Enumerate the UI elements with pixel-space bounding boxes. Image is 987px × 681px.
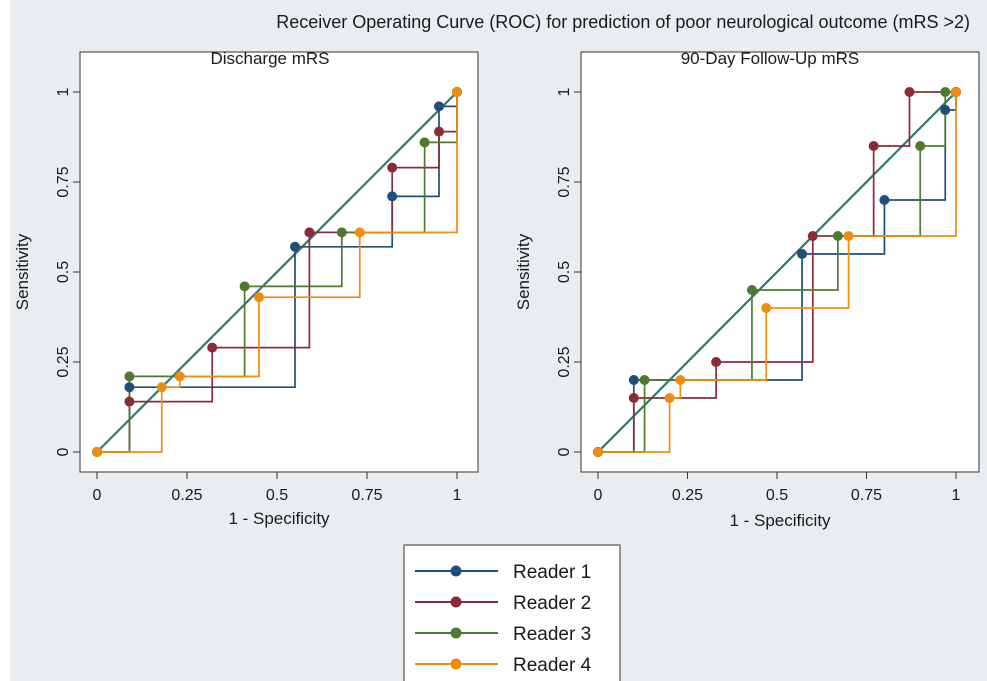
data-point-reader-2 [434, 126, 444, 137]
x-tick-label: 1 [952, 487, 961, 504]
data-point-reader-3 [940, 87, 951, 97]
y-tick-label: 0.75 [55, 166, 72, 197]
panel-1: Discharge mRS 0 0.25 0.5 0.75 1 0 0.25 0.5 0.75 1 1… [13, 49, 479, 528]
series-line-reader-4 [97, 92, 458, 453]
data-point-reader-3 [639, 375, 650, 385]
legend-label: Reader 3 [513, 624, 591, 645]
data-point-reader-4 [951, 87, 961, 97]
data-point-reader-4 [354, 227, 365, 238]
data-point-reader-1 [290, 241, 300, 252]
data-point-reader-2 [207, 342, 218, 353]
y-tick-label: 1 [556, 87, 573, 96]
legend-label: Reader 2 [513, 593, 591, 614]
x-tick-label: 0.75 [851, 487, 882, 504]
data-point-reader-4 [664, 393, 675, 403]
data-point-reader-3 [419, 137, 430, 148]
legend-marker [450, 627, 462, 639]
data-point-reader-4 [593, 447, 603, 457]
data-point-reader-3 [832, 231, 843, 241]
data-point-reader-4 [761, 303, 772, 313]
x-axis-title: 1 - Specificity [228, 509, 330, 528]
data-point-reader-2 [387, 162, 398, 173]
data-point-reader-3 [336, 227, 347, 238]
legend-marker [450, 596, 462, 608]
y-axis-title: Sensitivity [514, 233, 533, 310]
data-point-reader-3 [124, 371, 135, 382]
panel-title: 90-Day Follow-Up mRS [681, 49, 860, 68]
data-point-reader-1 [434, 101, 444, 112]
data-point-reader-1 [628, 375, 639, 385]
y-tick-label: 0 [55, 447, 72, 456]
data-point-reader-4 [452, 87, 462, 97]
chart-panels: Discharge mRS 0 0.25 0.5 0.75 1 0 0.25 0.5 0.75 1 1… [13, 49, 980, 530]
x-tick-label: 1 [453, 487, 462, 504]
x-tick-label: 0.5 [266, 487, 288, 504]
data-point-reader-3 [746, 285, 757, 295]
data-point-reader-4 [156, 382, 167, 393]
legend-label: Reader 4 [513, 655, 592, 676]
x-tick-label: 0.5 [766, 487, 788, 504]
data-point-reader-2 [711, 357, 722, 367]
data-point-reader-1 [124, 382, 135, 393]
data-point-reader-2 [807, 231, 818, 241]
data-point-reader-4 [174, 371, 185, 382]
data-point-reader-4 [675, 375, 686, 385]
x-tick-label: 0.25 [171, 487, 202, 504]
data-point-reader-1 [797, 249, 808, 259]
data-point-reader-4 [92, 447, 102, 457]
x-tick-label: 0.25 [672, 487, 703, 504]
data-point-reader-2 [904, 87, 915, 97]
series-line-reader-2 [598, 91, 956, 453]
legend-marker [450, 565, 462, 577]
x-tick-label: 0.75 [351, 487, 382, 504]
legend: Reader 1 Reader 2 Reader 3 Reader 4 [403, 544, 621, 681]
legend-marker [450, 658, 462, 670]
data-point-reader-2 [304, 227, 315, 238]
data-point-reader-1 [940, 105, 951, 115]
reference-line [96, 91, 458, 453]
data-point-reader-2 [868, 141, 879, 151]
panel-2: 90-Day Follow-Up mRS 0 0.25 0.5 0.75 1 0 0.25 0.… [514, 49, 980, 530]
series-line-reader-3 [598, 91, 956, 453]
data-point-reader-1 [879, 195, 890, 205]
x-tick-label: 0 [594, 487, 603, 504]
y-tick-label: 0.25 [55, 346, 72, 377]
y-tick-label: 1 [55, 87, 72, 96]
y-tick-label: 0.5 [55, 261, 72, 283]
x-tick-label: 0 [93, 487, 102, 504]
legend-box [403, 544, 621, 681]
y-axis-title: Sensitivity [13, 233, 32, 310]
data-point-reader-3 [915, 141, 926, 151]
roc-figure: Receiver Operating Curve (ROC) for predi… [10, 0, 987, 681]
data-point-reader-1 [387, 191, 398, 202]
data-point-reader-3 [239, 281, 250, 292]
y-tick-label: 0.25 [556, 346, 573, 377]
y-tick-label: 0.75 [556, 166, 573, 197]
data-point-reader-4 [843, 231, 854, 241]
panel-title: Discharge mRS [210, 49, 329, 68]
legend-label: Reader 1 [513, 562, 591, 583]
data-point-reader-2 [124, 396, 135, 407]
reference-line [597, 91, 957, 453]
series-line-reader-4 [598, 92, 957, 453]
x-axis-title: 1 - Specificity [729, 511, 831, 530]
data-point-reader-4 [254, 292, 264, 303]
data-point-reader-2 [628, 393, 639, 403]
y-tick-label: 0 [556, 447, 573, 456]
roc-chart-svg: Receiver Operating Curve (ROC) for predi… [13, 12, 980, 681]
y-tick-label: 0.5 [556, 261, 573, 283]
figure-title: Receiver Operating Curve (ROC) for predi… [276, 12, 970, 32]
